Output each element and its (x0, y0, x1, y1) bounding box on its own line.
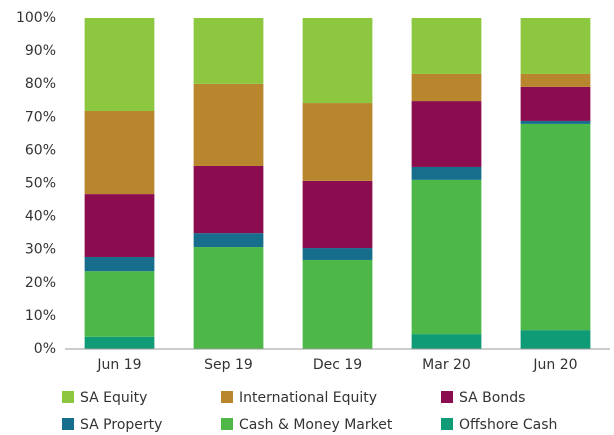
bar-segment (84, 18, 155, 112)
x-tick-label: Dec 19 (313, 357, 362, 373)
bar-segment (411, 101, 482, 167)
bar-segment (193, 165, 264, 234)
bar-segment (84, 194, 155, 257)
bar-segment (520, 18, 591, 74)
bar-segment (193, 83, 264, 166)
y-tick-label: 20% (25, 275, 56, 291)
x-tick-label: Jun 19 (96, 357, 141, 373)
bar-segment (193, 247, 264, 349)
y-tick-label: 70% (25, 109, 56, 125)
bar-segment (84, 336, 155, 349)
legend-swatch (221, 418, 233, 430)
y-tick-label: 0% (34, 341, 56, 357)
y-tick-label: 50% (25, 176, 56, 192)
bar-segment (520, 73, 591, 87)
bar-segment (411, 18, 482, 74)
y-tick-label: 80% (25, 76, 56, 92)
bar-segment (193, 18, 264, 84)
bar-segment (411, 166, 482, 180)
x-tick-label: Mar 20 (422, 357, 471, 373)
bar-segment (411, 179, 482, 335)
bar-segment (520, 120, 591, 124)
legend-label: SA Equity (80, 390, 147, 406)
bar-segment (302, 259, 373, 349)
bar-segment (84, 271, 155, 337)
y-tick-label: 10% (25, 308, 56, 324)
legend-label: SA Property (80, 417, 162, 433)
legend-swatch (62, 391, 74, 403)
bar-segment (302, 103, 373, 181)
legend-label: Cash & Money Market (239, 417, 393, 433)
x-tick-label: Jun 20 (532, 357, 577, 373)
bar-segment (193, 233, 264, 248)
bar-segment (411, 334, 482, 349)
legend-label: SA Bonds (459, 390, 525, 406)
legend-label: Offshore Cash (459, 417, 557, 433)
legend-swatch (62, 418, 74, 430)
y-tick-label: 90% (25, 43, 56, 59)
bar-segment (520, 330, 591, 349)
bar-segment (411, 73, 482, 102)
y-tick-label: 30% (25, 242, 56, 258)
x-tick-label: Sep 19 (204, 357, 253, 373)
bar-segment (302, 248, 373, 260)
legend-swatch (221, 391, 233, 403)
legend-swatch (441, 391, 453, 403)
bar-segment (302, 180, 373, 249)
y-tick-label: 60% (25, 142, 56, 158)
bar-segment (84, 256, 155, 272)
legend-swatch (441, 418, 453, 430)
bar-segment (520, 86, 591, 121)
legend-label: International Equity (239, 390, 377, 406)
bar-segment (84, 111, 155, 195)
bar-segment (302, 18, 373, 104)
y-tick-label: 100% (16, 10, 56, 26)
bar-segment (520, 123, 591, 331)
y-tick-label: 40% (25, 209, 56, 225)
